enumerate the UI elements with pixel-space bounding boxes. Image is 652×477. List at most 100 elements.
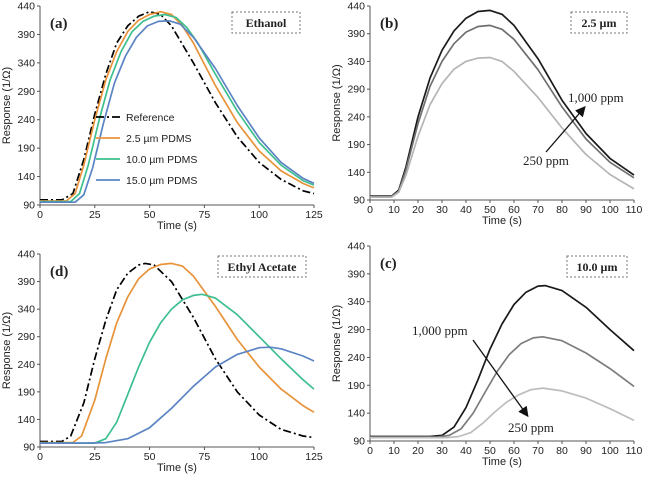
legend: Reference 2.5 µm PDMS 10.0 µm PDMS 15.0 µm … <box>96 112 197 187</box>
chart-panel-b: 90 140 190 240 290 340 390 440 0 10 20 30 40 50 60 70 80… <box>331 1 643 228</box>
series-line-500-ppm <box>370 24 635 198</box>
x-tick-label: 100 <box>250 451 268 463</box>
y-tick-label: 340 <box>347 56 365 68</box>
y-axis-label: Response (1/Ω) <box>1 67 13 144</box>
y-tick-label: 90 <box>353 195 365 207</box>
x-tick-label: 30 <box>436 445 448 457</box>
series-line-1-000-ppm <box>370 284 635 438</box>
legend-entry: 2.5 µm PDMS <box>126 133 192 145</box>
legend-entry: Reference <box>126 112 175 124</box>
x-tick-label: 10 <box>388 445 400 457</box>
y-tick-label: 240 <box>347 111 365 123</box>
y-tick-label: 140 <box>17 414 35 426</box>
x-tick-label: 20 <box>412 204 424 216</box>
y-tick-label: 290 <box>17 331 35 343</box>
y-tick-label: 240 <box>17 359 35 371</box>
y-tick-label: 190 <box>347 380 365 392</box>
y-tick-label: 390 <box>17 276 35 288</box>
tag-label: Ethanol <box>246 16 287 30</box>
y-axis-label: Response (1/Ω) <box>1 312 13 389</box>
x-tick-label: 0 <box>37 209 43 221</box>
series-line-2-5-m-pdms <box>40 262 315 444</box>
y-tick-label: 340 <box>17 57 35 69</box>
x-axis-label: Time (s) <box>482 215 522 227</box>
series-line-500-ppm <box>370 335 635 438</box>
x-tick-label: 75 <box>199 451 211 463</box>
series-line-15-0-m-pdms <box>40 346 315 444</box>
x-tick-label: 40 <box>460 445 472 457</box>
panel-label: (c) <box>380 256 397 272</box>
y-tick-label: 290 <box>347 84 365 96</box>
y-axis-label: Response (1/Ω) <box>331 64 343 141</box>
panel-label: (b) <box>380 16 398 32</box>
y-tick-label: 290 <box>347 324 365 336</box>
x-tick-label: 0 <box>367 445 373 457</box>
y-tick-label: 440 <box>347 241 365 253</box>
chart-panel-d: 90 140 190 240 290 340 390 440 0 25 50 75 100 125 Time… <box>1 249 323 475</box>
x-tick-label: 60 <box>508 204 520 216</box>
series-line-2-5-m-pdms <box>40 10 315 202</box>
chart-panel-a: 90 140 190 240 290 340 390 440 0 25 50 75 100 125 Time… <box>1 1 323 233</box>
y-tick-label: 190 <box>17 386 35 398</box>
x-tick-label: 100 <box>250 209 268 221</box>
legend-entry: 15.0 µm PDMS <box>126 175 197 187</box>
x-tick-label: 25 <box>89 451 101 463</box>
concentration-arrow <box>472 339 529 418</box>
y-tick-label: 140 <box>347 167 365 179</box>
x-tick-label: 50 <box>144 209 156 221</box>
tag-label: Ethyl Acetate <box>228 260 298 274</box>
y-tick-label: 90 <box>23 200 35 212</box>
y-tick-label: 90 <box>353 436 365 448</box>
x-tick-label: 100 <box>601 204 619 216</box>
x-tick-label: 10 <box>388 204 400 216</box>
annotation-low: 250 ppm <box>523 153 569 168</box>
annotation-high: 1,000 ppm <box>568 90 624 105</box>
panel-label: (a) <box>50 16 68 32</box>
y-axis-label: Response (1/Ω) <box>331 305 343 382</box>
x-tick-label: 30 <box>436 204 448 216</box>
series-line-250-ppm <box>370 387 635 439</box>
x-tick-label: 80 <box>556 204 568 216</box>
y-tick-label: 440 <box>17 249 35 261</box>
y-tick-label: 190 <box>347 139 365 151</box>
chart-panel-c: 90 140 190 240 290 340 390 440 0 10 20 30 40 50 60 70 80… <box>331 241 643 469</box>
tag-box <box>217 255 307 278</box>
x-tick-label: 100 <box>601 445 619 457</box>
series-line-10-0-m-pdms <box>40 13 315 203</box>
x-tick-label: 20 <box>412 445 424 457</box>
tag-label: 2.5 µm <box>582 16 617 30</box>
annotation-high: 1,000 ppm <box>412 323 468 338</box>
legend-entry: 10.0 µm PDMS <box>126 154 197 166</box>
x-tick-label: 70 <box>532 204 544 216</box>
x-tick-label: 70 <box>532 445 544 457</box>
y-tick-label: 190 <box>17 143 35 155</box>
x-tick-label: 75 <box>199 209 211 221</box>
x-tick-label: 0 <box>37 451 43 463</box>
panel-label: (d) <box>50 264 68 280</box>
annotation-low: 250 ppm <box>508 420 554 435</box>
tag-label: 10.0 µm <box>577 260 618 274</box>
tag-box <box>566 255 628 278</box>
x-tick-label: 125 <box>305 209 323 221</box>
x-tick-label: 50 <box>484 445 496 457</box>
series-line-250-ppm <box>370 56 635 199</box>
x-tick-label: 90 <box>580 204 592 216</box>
x-axis-label: Time (s) <box>157 220 197 232</box>
x-axis-label: Time (s) <box>157 462 197 474</box>
x-tick-label: 40 <box>460 204 472 216</box>
tag-box <box>231 11 301 34</box>
concentration-arrow <box>545 106 586 153</box>
x-tick-label: 125 <box>305 451 323 463</box>
series-line-reference <box>40 10 315 201</box>
y-tick-label: 240 <box>347 352 365 364</box>
x-axis-label: Time (s) <box>482 456 522 468</box>
x-tick-label: 80 <box>556 445 568 457</box>
x-tick-label: 0 <box>367 204 373 216</box>
y-tick-label: 390 <box>347 28 365 40</box>
y-tick-label: 240 <box>17 114 35 126</box>
y-tick-label: 140 <box>17 171 35 183</box>
y-tick-label: 290 <box>17 86 35 98</box>
series-line-15-0-m-pdms <box>40 19 315 204</box>
x-tick-label: 60 <box>508 445 520 457</box>
